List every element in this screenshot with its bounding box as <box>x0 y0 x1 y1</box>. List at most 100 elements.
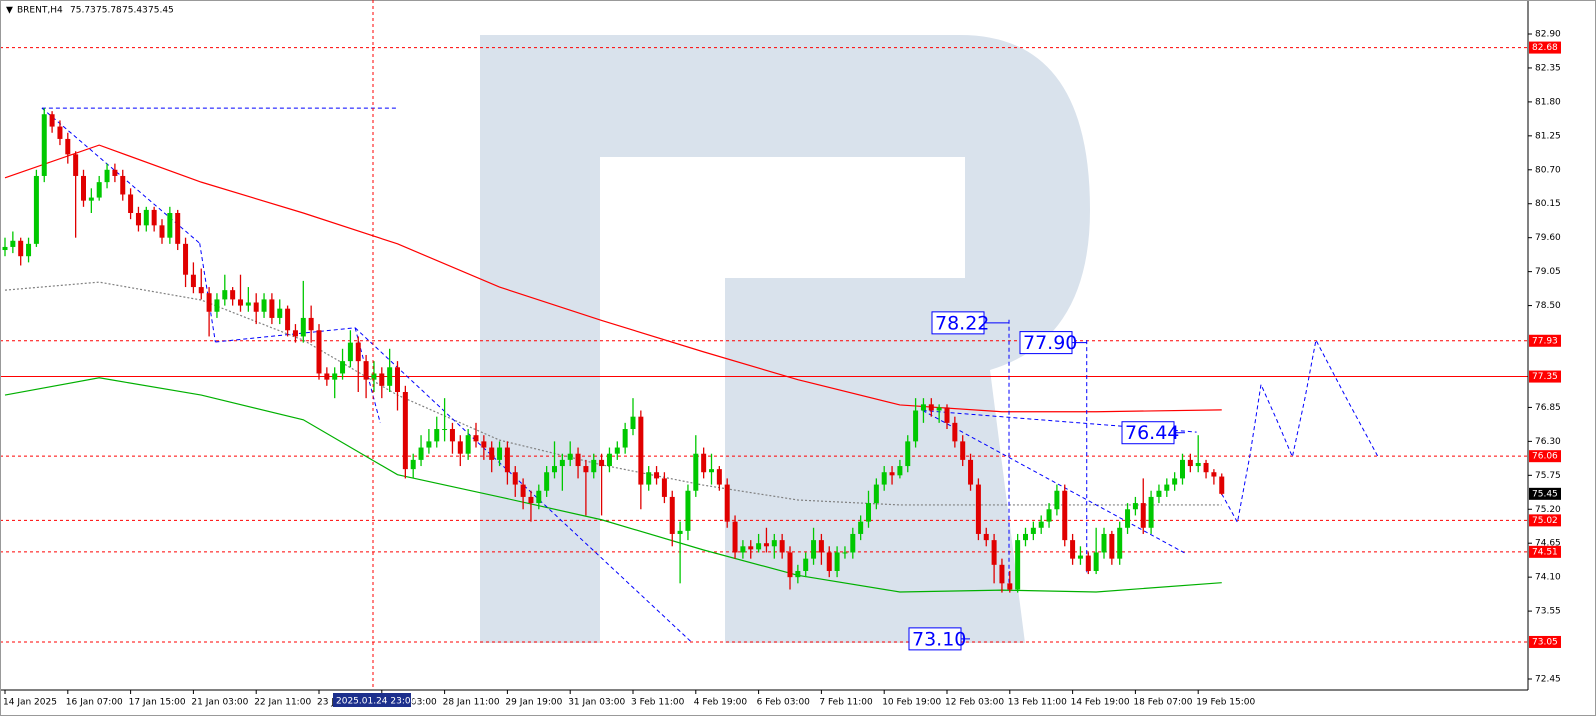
candle-body <box>395 367 400 392</box>
candle-body <box>261 299 267 312</box>
y-tick-label: 72.45 <box>1535 675 1561 685</box>
candle-body <box>489 447 495 460</box>
x-tick-label: 31 Jan 03:00 <box>568 698 625 708</box>
symbol-title: BRENT,H4 <box>17 6 63 16</box>
candle-body <box>936 407 942 411</box>
x-tick-label: 18 Feb 07:00 <box>1133 698 1192 708</box>
candle-body <box>88 197 94 201</box>
x-tick-label: 16 Jan 07:00 <box>66 698 123 708</box>
y-tick-label: 73.55 <box>1535 607 1561 617</box>
candle-body <box>41 114 47 176</box>
candle-body <box>818 540 824 553</box>
y-tick-label: 80.15 <box>1535 199 1561 209</box>
candle-body <box>1156 490 1162 497</box>
candle-body <box>434 429 440 442</box>
candle-body <box>2 246 8 251</box>
candle-body <box>73 154 79 176</box>
x-tick-label: 7 Feb 11:00 <box>819 698 873 708</box>
candle-body <box>238 299 243 306</box>
candle-body <box>520 484 526 497</box>
candle-body <box>685 490 691 531</box>
candle-body <box>1117 527 1123 559</box>
level-label: 75.02 <box>1532 516 1558 526</box>
candle-body <box>457 441 463 454</box>
moving-average <box>4 144 1222 413</box>
candle-body <box>803 558 809 571</box>
candle-body <box>308 317 314 331</box>
x-tick-label: 12 Feb 03:00 <box>945 698 1004 708</box>
candle-body <box>552 466 557 473</box>
candle-body <box>732 521 738 553</box>
level-label: 77.93 <box>1532 336 1558 346</box>
candle-body <box>826 552 832 571</box>
candle-body <box>347 342 353 362</box>
y-tick-label: 75.20 <box>1535 505 1561 515</box>
candle-body <box>135 212 141 226</box>
candle-body <box>1093 552 1099 571</box>
candle-body <box>873 484 879 504</box>
x-tick-label: 6 Feb 03:00 <box>757 698 811 708</box>
candle-body <box>677 530 683 534</box>
x-tick-label: 22 Jan 11:00 <box>254 698 311 708</box>
candle-body <box>151 209 157 226</box>
x-tick-label: 28 Jan 11:00 <box>443 698 500 708</box>
candle-body <box>49 114 55 127</box>
candle-body <box>1187 459 1193 467</box>
candle-body <box>512 472 518 485</box>
y-tick-label: 78.50 <box>1535 301 1561 311</box>
candle-body <box>128 194 134 213</box>
candle-body <box>504 447 510 473</box>
header-close: 75.45 <box>148 6 174 16</box>
candle-body <box>748 546 754 550</box>
x-tick-label: 3 Feb 11:00 <box>631 698 685 708</box>
candle-body <box>190 274 196 288</box>
candle-body <box>379 373 385 386</box>
candle-body <box>1172 478 1178 485</box>
candle-body <box>654 472 660 479</box>
candle-body <box>983 533 989 541</box>
candle-body <box>277 308 283 318</box>
candle-body <box>567 453 573 460</box>
x-tick-label: 21 Jan 03:00 <box>191 698 248 708</box>
candle-body <box>159 225 165 238</box>
candle-body <box>426 441 432 448</box>
candle-body <box>387 367 393 386</box>
level-tag <box>1529 514 1561 527</box>
candle-body <box>536 490 542 504</box>
candle-body <box>724 484 730 522</box>
candle-body <box>198 287 204 294</box>
candle-body <box>1125 509 1131 528</box>
candle-body <box>1046 509 1052 522</box>
candle-body <box>709 469 714 473</box>
candle-body <box>442 429 448 431</box>
x-tick-label: 10 Feb 19:00 <box>882 698 941 708</box>
candle-body <box>26 243 32 257</box>
candle-body <box>1101 533 1107 553</box>
y-tick-label: 82.90 <box>1535 30 1561 40</box>
candle-body <box>858 521 864 534</box>
trendline <box>215 327 356 343</box>
candle-body <box>544 472 550 491</box>
y-tick-label: 81.25 <box>1535 131 1561 141</box>
candle-body <box>206 293 212 312</box>
candle-body <box>449 429 455 442</box>
candle-body <box>591 459 597 473</box>
candle-body <box>222 290 228 300</box>
candle-body <box>1140 503 1146 528</box>
trendline <box>922 410 1186 554</box>
candle-body <box>897 466 903 476</box>
candle-body <box>269 299 275 318</box>
level-tag <box>1529 450 1561 463</box>
candle-body <box>18 240 24 257</box>
candle-body <box>575 453 581 467</box>
level-tag <box>1529 334 1561 347</box>
y-tick-label: 80.70 <box>1535 165 1561 175</box>
level-tag <box>1529 545 1561 558</box>
current-price-tag <box>1529 487 1561 500</box>
candle-body <box>630 416 636 430</box>
candle-body <box>481 441 487 448</box>
trendline <box>199 243 216 343</box>
candle-body <box>811 540 817 559</box>
candle-body <box>905 441 911 467</box>
candle-body <box>999 564 1005 584</box>
